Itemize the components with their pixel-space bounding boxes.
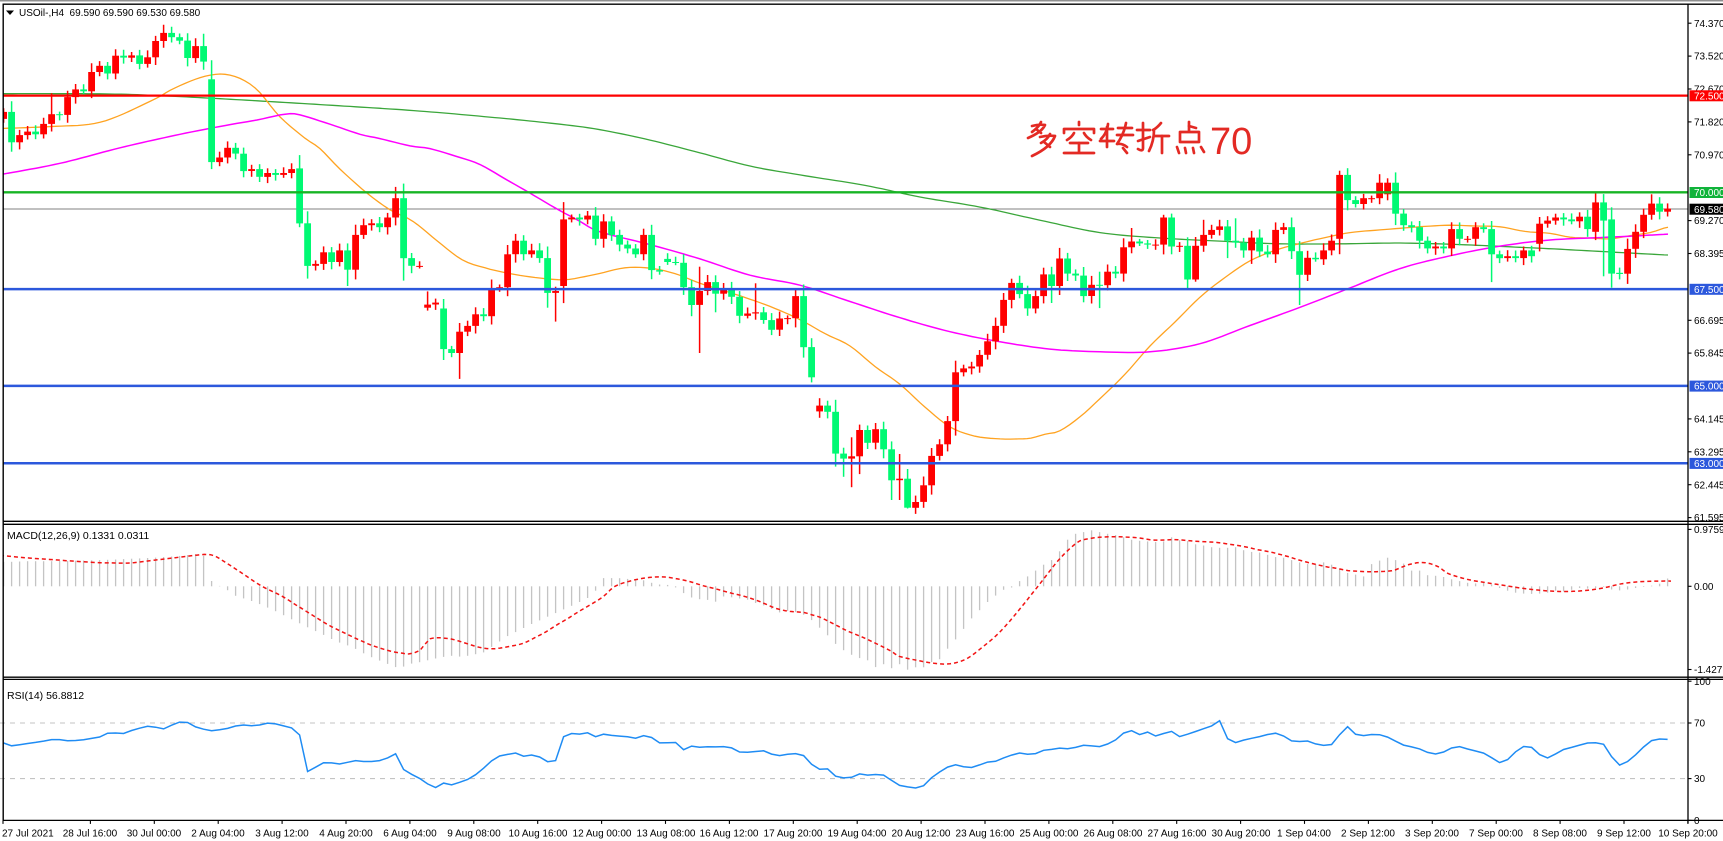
svg-text:3 Sep 20:00: 3 Sep 20:00 xyxy=(1405,829,1459,840)
svg-text:1 Sep 04:00: 1 Sep 04:00 xyxy=(1277,829,1331,840)
svg-text:MACD(12,26,9) 0.1331 0.0311: MACD(12,26,9) 0.1331 0.0311 xyxy=(7,530,149,542)
svg-text:0.00: 0.00 xyxy=(1694,582,1714,593)
svg-text:65.845: 65.845 xyxy=(1694,349,1723,360)
svg-text:28 Jul 16:00: 28 Jul 16:00 xyxy=(63,829,118,840)
svg-text:USOil-,H4 69.590 69.590 69.53: USOil-,H4 69.590 69.590 69.530 69.580 xyxy=(19,8,201,19)
svg-text:2 Aug 04:00: 2 Aug 04:00 xyxy=(191,829,245,840)
svg-text:16 Aug 12:00: 16 Aug 12:00 xyxy=(700,829,759,840)
svg-text:66.695: 66.695 xyxy=(1694,316,1723,327)
svg-text:10 Aug 16:00: 10 Aug 16:00 xyxy=(509,829,568,840)
svg-text:-1.427: -1.427 xyxy=(1694,665,1723,676)
svg-text:3 Aug 12:00: 3 Aug 12:00 xyxy=(255,829,309,840)
svg-text:20 Aug 12:00: 20 Aug 12:00 xyxy=(892,829,951,840)
svg-text:0.9759: 0.9759 xyxy=(1694,525,1723,536)
svg-text:27 Jul 2021: 27 Jul 2021 xyxy=(2,829,54,840)
svg-text:30 Aug 20:00: 30 Aug 20:00 xyxy=(1212,829,1271,840)
svg-text:30: 30 xyxy=(1694,774,1706,785)
svg-text:100: 100 xyxy=(1694,677,1711,688)
svg-text:71.820: 71.820 xyxy=(1694,118,1723,129)
svg-text:13 Aug 08:00: 13 Aug 08:00 xyxy=(637,829,696,840)
svg-text:26 Aug 08:00: 26 Aug 08:00 xyxy=(1084,829,1143,840)
svg-text:7 Sep 00:00: 7 Sep 00:00 xyxy=(1469,829,1523,840)
svg-text:63.295: 63.295 xyxy=(1694,447,1723,458)
svg-text:30 Jul 00:00: 30 Jul 00:00 xyxy=(127,829,182,840)
svg-text:8 Sep 08:00: 8 Sep 08:00 xyxy=(1533,829,1587,840)
svg-text:RSI(14) 56.8812: RSI(14) 56.8812 xyxy=(7,690,84,702)
svg-text:70: 70 xyxy=(1694,719,1706,730)
svg-text:9 Aug 08:00: 9 Aug 08:00 xyxy=(447,829,501,840)
svg-text:10 Sep 20:00: 10 Sep 20:00 xyxy=(1658,829,1718,840)
svg-text:69.580: 69.580 xyxy=(1694,205,1723,216)
svg-text:72.670: 72.670 xyxy=(1694,85,1723,96)
svg-text:74.370: 74.370 xyxy=(1694,19,1723,30)
svg-text:27 Aug 16:00: 27 Aug 16:00 xyxy=(1148,829,1207,840)
svg-text:73.520: 73.520 xyxy=(1694,52,1723,63)
svg-text:70.970: 70.970 xyxy=(1694,150,1723,161)
svg-text:62.445: 62.445 xyxy=(1694,480,1723,491)
svg-text:72.500: 72.500 xyxy=(1694,91,1723,102)
svg-text:67.500: 67.500 xyxy=(1694,285,1723,296)
svg-text:19 Aug 04:00: 19 Aug 04:00 xyxy=(828,829,887,840)
svg-text:25 Aug 00:00: 25 Aug 00:00 xyxy=(1020,829,1079,840)
svg-text:4 Aug 20:00: 4 Aug 20:00 xyxy=(319,829,373,840)
svg-text:70: 70 xyxy=(1210,121,1252,163)
svg-text:17 Aug 20:00: 17 Aug 20:00 xyxy=(764,829,823,840)
svg-text:2 Sep 12:00: 2 Sep 12:00 xyxy=(1341,829,1395,840)
svg-text:69.270: 69.270 xyxy=(1694,216,1723,227)
svg-text:68.395: 68.395 xyxy=(1694,249,1723,260)
svg-text:0: 0 xyxy=(1694,816,1700,827)
svg-text:61.595: 61.595 xyxy=(1694,513,1723,524)
svg-text:63.000: 63.000 xyxy=(1694,459,1723,470)
svg-text:70.000: 70.000 xyxy=(1694,188,1723,199)
svg-text:23 Aug 16:00: 23 Aug 16:00 xyxy=(956,829,1015,840)
svg-text:64.145: 64.145 xyxy=(1694,415,1723,426)
svg-text:6 Aug 04:00: 6 Aug 04:00 xyxy=(383,829,437,840)
svg-text:9 Sep 12:00: 9 Sep 12:00 xyxy=(1597,829,1651,840)
svg-text:65.000: 65.000 xyxy=(1694,382,1723,393)
svg-text:12 Aug 00:00: 12 Aug 00:00 xyxy=(573,829,632,840)
